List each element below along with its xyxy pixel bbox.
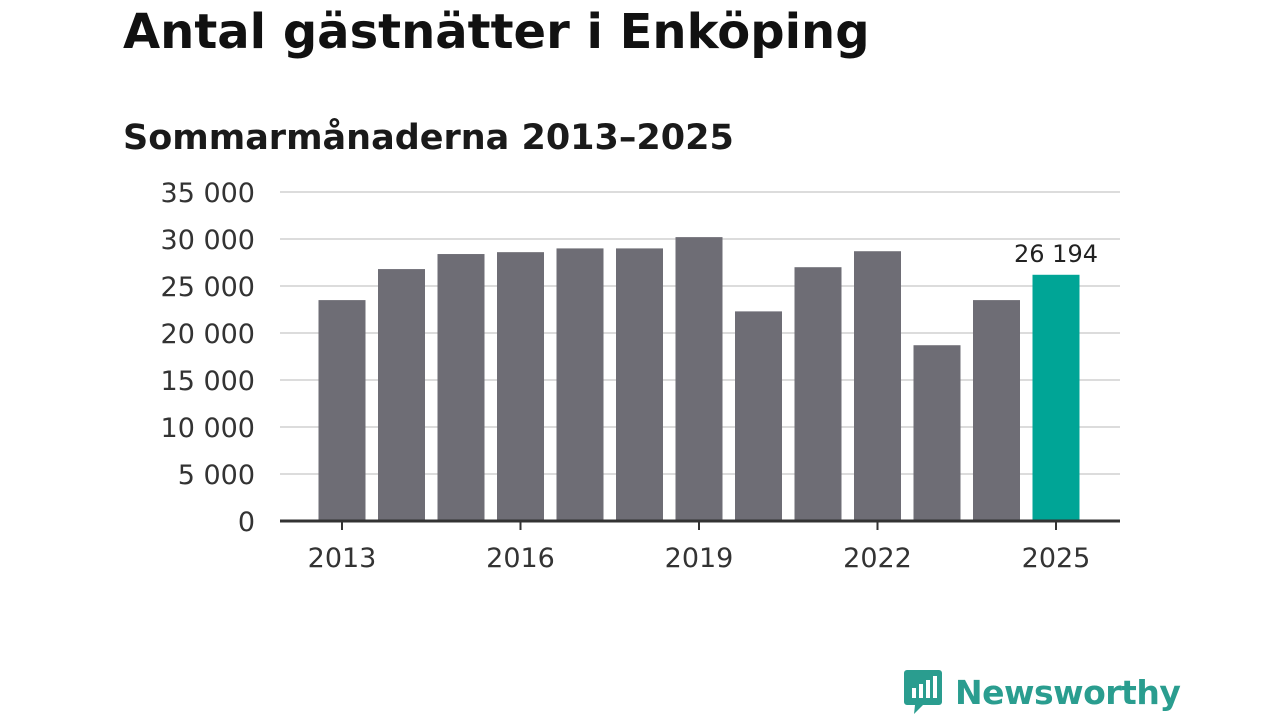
bar-2015 (437, 254, 485, 522)
bar-2019 (675, 237, 723, 521)
brand-logo: Newsworthy (903, 668, 1181, 716)
brand-name: Newsworthy (955, 672, 1181, 712)
y-tick-label: 15 000 (161, 366, 255, 397)
x-tick-label: 2019 (665, 543, 734, 574)
y-tick-label: 35 000 (161, 178, 255, 209)
y-tick-label: 20 000 (161, 319, 255, 350)
bar-2022 (854, 251, 901, 521)
y-tick-label: 5 000 (178, 460, 255, 491)
data-label-highlight: 26 194 (1014, 240, 1098, 268)
bar-2021 (794, 267, 842, 521)
newsworthy-logo-icon (904, 670, 942, 714)
bar-2017 (556, 248, 604, 521)
bar-2016 (497, 252, 544, 521)
bar-2023 (913, 345, 961, 521)
x-tick-label: 2025 (1022, 543, 1091, 574)
chart-subtitle: Sommarmånaderna 2013–2025 (123, 118, 734, 158)
y-tick-label: 30 000 (161, 225, 255, 256)
chart-title: Antal gästnätter i Enköping (123, 4, 870, 60)
bar-2018 (616, 248, 663, 521)
bar-2014 (378, 269, 425, 521)
bar-2025 (1032, 274, 1080, 521)
y-tick-label: 25 000 (161, 272, 255, 303)
tick-labels: 0 5 000 10 000 15 000 20 000 25 000 30 000 35 0… (161, 178, 1098, 574)
x-tick-label: 2013 (308, 543, 377, 574)
x-tick-label: 2022 (843, 543, 912, 574)
bar-2020 (735, 311, 782, 521)
y-tick-label: 10 000 (161, 413, 255, 444)
axes (280, 519, 1120, 530)
bars (318, 237, 1080, 522)
bar-2024 (973, 300, 1020, 521)
bar-2013 (318, 300, 366, 521)
y-tick-label: 0 (238, 507, 255, 538)
x-tick-label: 2016 (486, 543, 555, 574)
